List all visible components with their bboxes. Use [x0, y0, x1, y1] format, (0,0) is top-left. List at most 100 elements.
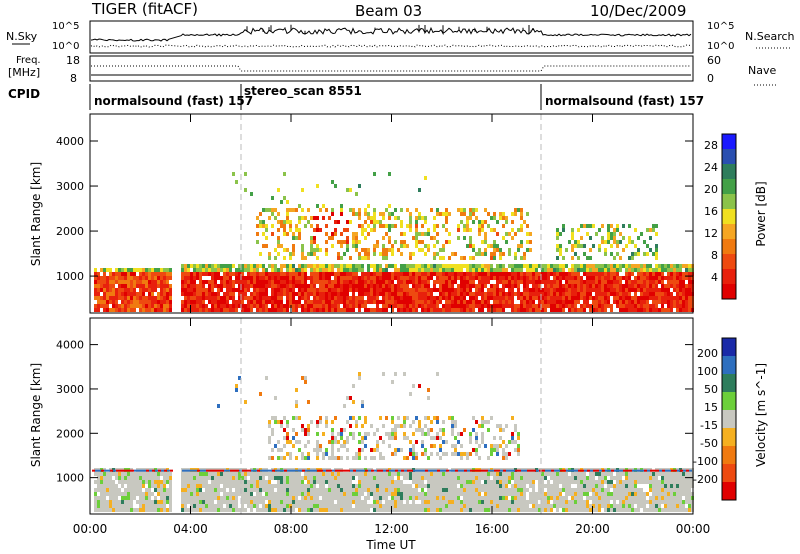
power-cell [487, 292, 490, 296]
power-cell [673, 300, 676, 304]
power-cell [448, 240, 451, 244]
velocity-cell [103, 476, 106, 480]
power-cell [637, 268, 640, 272]
velocity-cell [244, 400, 247, 404]
power-cell [268, 264, 271, 268]
power-cell [445, 284, 448, 288]
power-cell [319, 248, 322, 252]
velocity-cell [346, 480, 349, 484]
power-cell [355, 232, 358, 236]
velocity-cell [355, 484, 358, 488]
power-cell [433, 304, 436, 308]
power-cell [190, 276, 193, 280]
power-cell [454, 264, 457, 268]
power-cell [439, 300, 442, 304]
power-cell [343, 268, 346, 272]
velocity-cell [394, 504, 397, 508]
power-cell [271, 300, 274, 304]
velocity-cell [103, 492, 106, 496]
power-cell [304, 284, 307, 288]
power-cell [142, 272, 145, 276]
velocity-cell [364, 416, 367, 420]
power-cell [418, 268, 421, 272]
power-cell [451, 300, 454, 304]
velocity-cell [310, 488, 313, 492]
power-cell [580, 264, 583, 268]
velocity-cell [496, 444, 499, 448]
power-cell [424, 288, 427, 292]
power-cell [454, 268, 457, 272]
power-cell [604, 304, 607, 308]
velocity-cell [388, 500, 391, 504]
power-cell [457, 284, 460, 288]
power-cell [241, 284, 244, 288]
colorbar-swatch [722, 164, 736, 180]
power-cell [295, 272, 298, 276]
velocity-cell [223, 476, 226, 480]
velocity-cell [358, 500, 361, 504]
velocity-cell [379, 484, 382, 488]
power-cell [382, 296, 385, 300]
power-cell [283, 256, 286, 260]
power-cell [559, 292, 562, 296]
power-cell [448, 276, 451, 280]
power-cell [493, 300, 496, 304]
velocity-cell [325, 424, 328, 428]
power-cell [433, 300, 436, 304]
power-cell [601, 272, 604, 276]
velocity-cell [337, 496, 340, 500]
power-cell [595, 272, 598, 276]
power-cell [655, 272, 658, 276]
power-cell [313, 280, 316, 284]
power-cell [331, 284, 334, 288]
power-cell [493, 276, 496, 280]
velocity-cell [301, 500, 304, 504]
velocity-cell [577, 480, 580, 484]
power-cell [661, 296, 664, 300]
velocity-cell [433, 476, 436, 480]
velocity-cell [361, 440, 364, 444]
power-cell [190, 284, 193, 288]
power-cell [481, 240, 484, 244]
velocity-cell [454, 472, 457, 476]
power-cell [688, 276, 691, 280]
velocity-cell [301, 452, 304, 456]
power-cell [409, 276, 412, 280]
power-cell [238, 268, 241, 272]
power-cell [268, 208, 271, 212]
power-cell [565, 264, 568, 268]
velocity-cell [280, 488, 283, 492]
power-cell [169, 284, 172, 288]
velocity-cell [343, 496, 346, 500]
power-cell [532, 280, 535, 284]
velocity-cell [373, 484, 376, 488]
power-cell [247, 276, 250, 280]
power-cell [502, 284, 505, 288]
velocity-cell [541, 476, 544, 480]
power-cell [583, 252, 586, 256]
power-cell [373, 268, 376, 272]
power-cell [268, 300, 271, 304]
power-cell [442, 280, 445, 284]
power-cell [256, 284, 259, 288]
power-cell [259, 264, 262, 268]
velocity-cell [100, 472, 103, 476]
power-cell [190, 264, 193, 268]
power-cell [241, 272, 244, 276]
power-cell [400, 284, 403, 288]
power-cell [670, 280, 673, 284]
velocity-cell [109, 496, 112, 500]
power-cell [124, 300, 127, 304]
power-cell [304, 276, 307, 280]
velocity-cell [181, 496, 184, 500]
power-cell [379, 268, 382, 272]
power-cell [343, 300, 346, 304]
power-cell [340, 276, 343, 280]
power-cell [313, 228, 316, 232]
colorbar-swatch [722, 269, 736, 285]
velocity-cell [481, 476, 484, 480]
power-cell [112, 280, 115, 284]
velocity-cell [298, 480, 301, 484]
power-cell [241, 280, 244, 284]
power-cell [577, 264, 580, 268]
